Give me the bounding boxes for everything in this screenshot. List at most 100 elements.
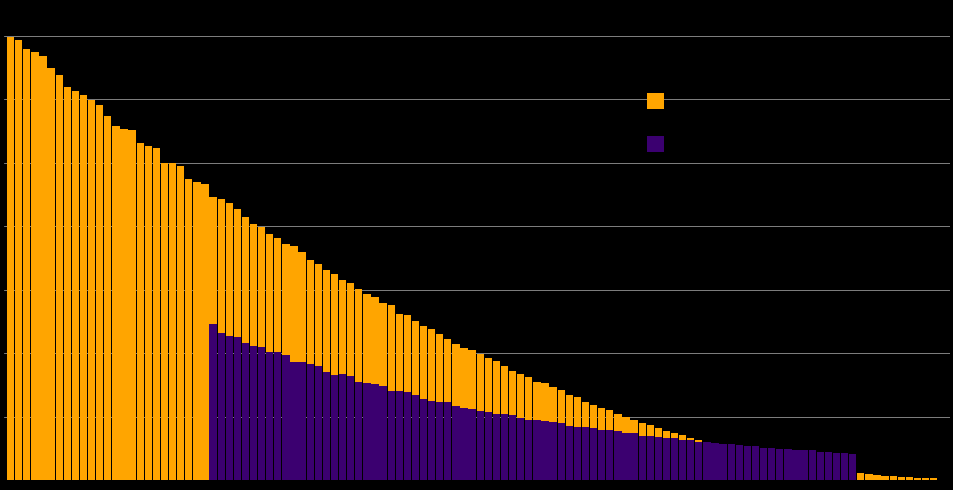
Bar xyxy=(695,442,701,480)
Bar xyxy=(824,452,831,480)
Bar xyxy=(646,425,653,480)
Bar xyxy=(670,433,678,480)
Bar xyxy=(419,326,427,480)
Bar xyxy=(338,374,346,480)
Bar xyxy=(735,445,742,480)
Bar xyxy=(711,443,718,480)
Bar xyxy=(524,419,532,480)
Bar xyxy=(39,56,47,480)
Bar xyxy=(282,355,290,480)
Bar xyxy=(290,246,297,480)
Bar xyxy=(476,411,483,480)
Bar xyxy=(662,439,669,480)
Bar xyxy=(864,474,872,480)
Bar xyxy=(484,358,492,480)
Bar xyxy=(816,468,823,480)
Bar xyxy=(913,478,921,480)
Bar xyxy=(298,252,306,480)
Bar xyxy=(257,227,265,480)
Bar xyxy=(460,408,467,480)
Bar xyxy=(233,337,241,480)
Bar xyxy=(371,297,378,480)
Bar xyxy=(331,274,337,480)
Bar xyxy=(129,129,135,480)
Bar xyxy=(493,361,499,480)
Bar xyxy=(322,270,330,480)
Bar xyxy=(897,477,904,480)
Bar xyxy=(355,290,362,480)
Bar xyxy=(355,382,362,480)
Bar xyxy=(217,199,225,480)
Bar xyxy=(621,417,629,480)
Bar xyxy=(800,450,807,480)
Bar xyxy=(533,420,540,480)
Bar xyxy=(290,362,297,480)
Bar xyxy=(783,462,791,480)
Bar xyxy=(444,402,451,480)
Bar xyxy=(412,395,418,480)
Bar xyxy=(760,447,766,480)
Bar xyxy=(614,414,620,480)
Bar xyxy=(250,346,257,480)
Bar xyxy=(727,444,734,480)
Bar xyxy=(824,469,831,480)
Bar xyxy=(727,449,734,480)
Bar xyxy=(743,453,750,480)
Bar xyxy=(719,447,726,480)
Bar xyxy=(751,446,759,480)
Bar xyxy=(573,397,580,480)
Bar xyxy=(735,451,742,480)
Bar xyxy=(403,392,411,480)
Bar xyxy=(403,316,411,480)
Bar xyxy=(152,148,160,480)
Bar xyxy=(800,466,807,480)
Bar xyxy=(419,398,427,480)
Bar xyxy=(314,366,321,480)
Bar xyxy=(549,387,557,480)
Bar xyxy=(193,182,200,480)
Bar xyxy=(621,433,629,480)
Bar xyxy=(201,184,209,480)
Bar xyxy=(509,371,516,480)
Bar xyxy=(500,366,508,480)
Bar xyxy=(557,423,564,480)
Bar xyxy=(598,430,605,480)
Bar xyxy=(832,470,840,480)
Bar xyxy=(428,329,435,480)
Bar xyxy=(145,147,152,480)
Bar xyxy=(719,444,726,480)
Bar xyxy=(241,343,249,480)
Bar xyxy=(104,116,112,480)
Bar xyxy=(524,377,532,480)
Bar xyxy=(112,125,119,480)
Bar xyxy=(136,143,144,480)
Bar xyxy=(428,401,435,480)
Bar xyxy=(565,426,573,480)
Bar xyxy=(266,352,274,480)
Bar xyxy=(217,333,225,480)
Bar xyxy=(266,234,274,480)
Bar xyxy=(929,478,936,480)
Bar xyxy=(679,435,685,480)
Bar xyxy=(573,427,580,480)
Bar xyxy=(792,464,799,480)
Bar xyxy=(322,371,330,480)
Bar xyxy=(630,420,637,480)
Bar xyxy=(630,433,637,480)
Bar xyxy=(460,348,467,480)
Bar xyxy=(31,52,38,480)
Bar xyxy=(387,305,395,480)
Bar xyxy=(840,453,847,480)
Bar xyxy=(695,440,701,480)
Bar xyxy=(15,40,22,480)
Bar xyxy=(679,441,685,480)
Bar xyxy=(638,436,645,480)
Bar xyxy=(767,448,775,480)
Bar xyxy=(500,415,508,480)
Bar xyxy=(468,350,476,480)
Bar xyxy=(347,283,354,480)
Bar xyxy=(468,409,476,480)
Bar xyxy=(904,477,912,480)
Bar xyxy=(702,442,710,480)
Bar xyxy=(347,376,354,480)
